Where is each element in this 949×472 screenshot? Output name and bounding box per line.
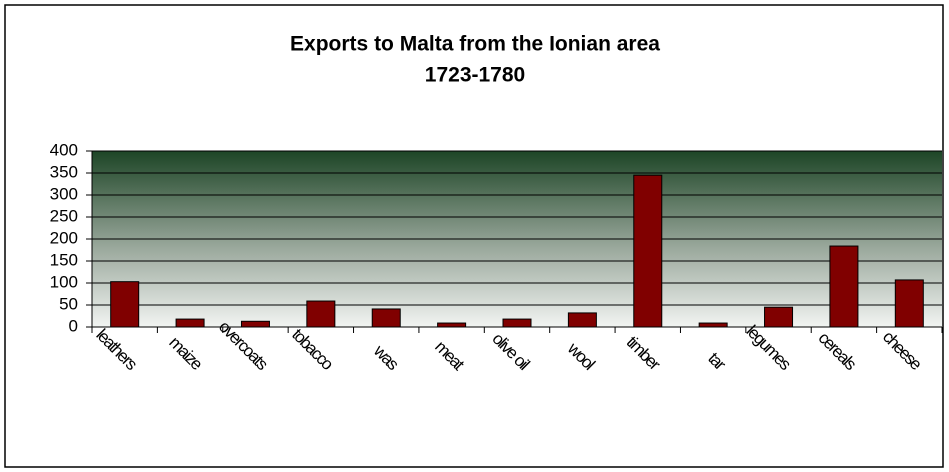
bar — [371, 308, 401, 328]
bar — [437, 322, 467, 328]
bar — [894, 279, 924, 328]
bar — [698, 322, 728, 328]
bar — [633, 174, 663, 328]
bar — [306, 300, 336, 328]
bar — [764, 306, 794, 328]
y-tick-label: 150 — [50, 250, 78, 269]
bar — [567, 312, 597, 328]
y-tick-label: 200 — [50, 228, 78, 247]
bar — [502, 318, 532, 328]
y-tick-label: 250 — [50, 206, 78, 225]
bar — [110, 281, 140, 328]
bar — [240, 320, 270, 328]
y-tick-label: 100 — [50, 272, 78, 291]
y-tick-label: 400 — [50, 140, 78, 159]
chart-subtitle: 1723-1780 — [425, 64, 525, 87]
y-tick-label: 350 — [50, 162, 78, 181]
bar — [829, 245, 859, 328]
y-tick-label: 50 — [59, 294, 78, 313]
y-tick-label: 300 — [50, 184, 78, 203]
y-tick-label: 0 — [69, 316, 78, 335]
chart-title: Exports to Malta from the Ionian area — [290, 33, 660, 56]
bar — [175, 318, 205, 328]
